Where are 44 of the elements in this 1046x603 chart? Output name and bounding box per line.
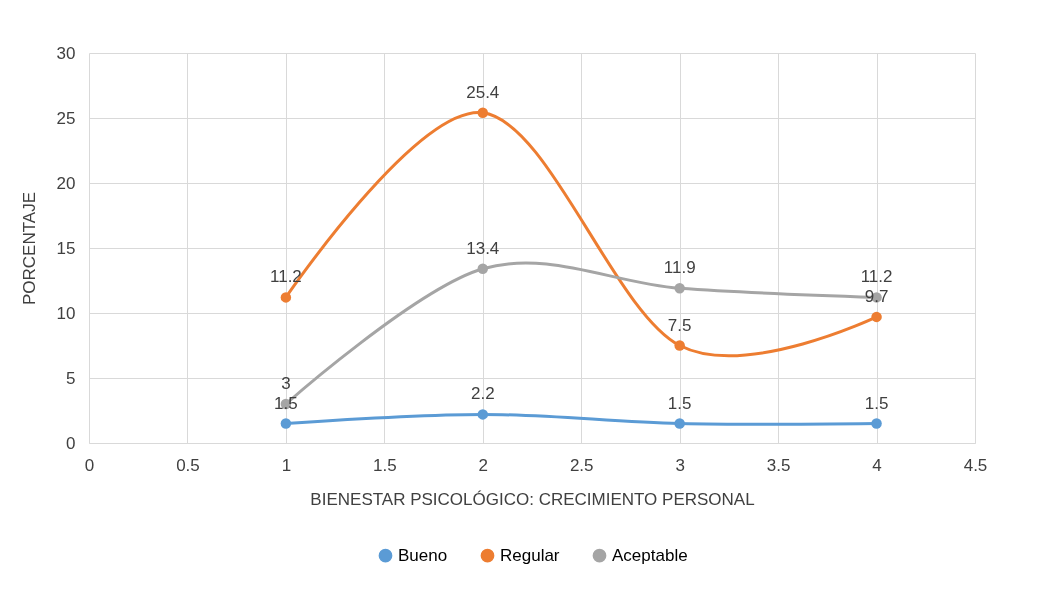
data-label: 1.5 (274, 393, 298, 413)
data-label: 11.9 (663, 258, 696, 278)
data-label: 11.2 (269, 267, 302, 287)
y-tick-label: 30 (56, 43, 76, 63)
x-tick-label: 1.5 (373, 455, 397, 475)
legend-label: Aceptable (612, 545, 688, 565)
point (674, 283, 685, 294)
y-tick-label: 0 (66, 433, 76, 453)
legend-label: Bueno (398, 545, 448, 565)
data-label: 25.4 (466, 82, 500, 102)
data-label: 1.5 (667, 393, 692, 413)
x-tick-label: 2 (478, 455, 489, 475)
x-axis-title: BIENESTAR PSICOLÓGICO: CRECIMIENTO PERSONAL (310, 489, 755, 509)
point (477, 263, 489, 275)
data-label: 11.2 (860, 267, 893, 287)
x-tick-label: 0.5 (176, 455, 200, 475)
y-tick-label: 20 (56, 173, 76, 193)
x-tick-label: 1 (281, 455, 292, 475)
data-label: 13.4 (466, 238, 500, 258)
point (280, 418, 292, 429)
x-tick-label: 4.5 (963, 455, 988, 475)
x-tick-label: 3.5 (766, 455, 791, 475)
x-tick-label: 0 (84, 455, 95, 475)
point (477, 409, 489, 420)
x-tick-label: 2.5 (569, 455, 594, 475)
data-label: 2.2 (470, 384, 495, 404)
data-label: 7.5 (667, 315, 692, 335)
point (477, 107, 489, 119)
data-label: 3 (281, 374, 291, 393)
data-label: 1.5 (864, 393, 889, 413)
point (674, 340, 685, 351)
point (280, 292, 292, 303)
x-tick-label: 3 (675, 455, 685, 475)
legend-label: Regular (500, 545, 560, 565)
y-axis-title: PORCENTAJE (19, 191, 39, 306)
y-tick-label: 5 (66, 368, 76, 388)
point (674, 418, 685, 429)
point (871, 418, 882, 429)
y-tick-label: 15 (56, 238, 76, 258)
x-tick-label: 4 (872, 455, 882, 475)
point (871, 311, 882, 323)
y-tick-label: 10 (56, 303, 76, 323)
y-tick-label: 25 (56, 108, 76, 128)
data-label: 9.7 (864, 286, 889, 306)
